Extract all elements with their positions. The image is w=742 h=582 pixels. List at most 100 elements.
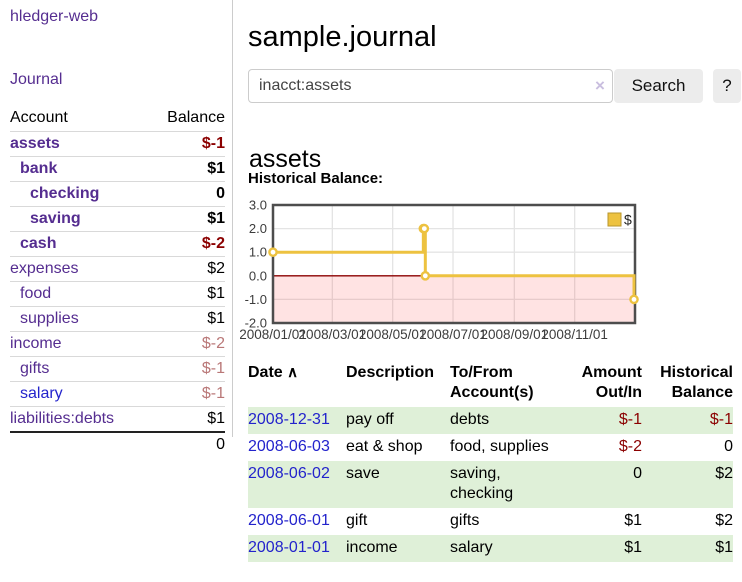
account-row: income $-2 [10,331,225,357]
register-header-amount: Amount Out/In [581,364,642,401]
account-balance: $2 [148,256,225,282]
account-row: bank $1 [10,156,225,182]
transaction-date-link[interactable]: 2008-12-31 [248,411,330,428]
register-row: 2008-06-03 eat & shop food, supplies $-2 0 [248,434,733,461]
legend-label: $ [624,212,632,228]
account-link[interactable]: salary [20,385,63,402]
account-link[interactable]: supplies [20,310,79,327]
transaction-amount: $-2 [618,438,642,455]
account-link[interactable]: bank [20,160,58,177]
transaction-description: eat & shop [346,438,423,455]
account-link[interactable]: liabilities:debts [10,410,115,427]
x-axis-tick-label: 2008/03/01 [299,327,367,342]
data-point-marker [420,271,431,281]
chart-title: Historical Balance: [248,170,384,187]
register-header-date[interactable]: Date ∧ [248,364,299,381]
transaction-accounts: saving, checking [450,461,550,508]
account-row: supplies $1 [10,306,225,332]
account-link[interactable]: food [20,285,52,302]
sort-ascending-icon: ∧ [287,364,299,381]
x-axis-tick-label: 2008/01/01 [240,327,307,342]
transaction-amount: $1 [550,535,642,562]
account-balance: $-2 [148,331,225,357]
register-table-body: 2008-12-31 pay off debts $-1 $-1 2008-06-03 ea… [248,407,733,562]
account-balance: $1 [148,406,225,432]
y-axis-tick-label: 2.0 [249,221,267,236]
register-table: Date ∧ Description To/From Account(s) Am… [248,361,733,562]
account-balance: $1 [148,306,225,332]
account-link[interactable]: cash [20,235,57,252]
transaction-balance: $2 [642,461,733,508]
register-row: 2008-06-01 gift gifts $1 $2 [248,508,733,535]
account-balance: $1 [148,206,225,232]
data-point-marker [629,294,639,305]
search-button[interactable]: Search [614,69,703,103]
help-button[interactable]: ? [713,69,741,103]
account-link[interactable]: checking [30,185,100,202]
account-row: gifts $-1 [10,356,225,382]
accounts-table-body: assets $-1 bank $1 checking 0 saving $1 cash $-2 e… [10,131,225,457]
legend-swatch-icon [607,212,622,227]
transaction-date-link[interactable]: 2008-06-03 [248,438,330,455]
x-axis-tick-label: 2008/05/01 [359,327,427,342]
register-header-description: Description [346,364,435,381]
account-row: cash $-2 [10,231,225,257]
accounts-header-row: Account Balance [10,106,225,132]
transaction-amount: $-1 [550,407,642,434]
transaction-description: save [346,461,450,508]
historical-balance-chart: 3.0 2.0 1.0 0.0 -1.0 -2.02008/01/012008/03/01… [240,198,639,342]
y-axis-tick-label: 1.0 [249,245,267,260]
account-link[interactable]: income [10,335,62,352]
register-row: 2008-01-01 income salary $1 $1 [248,535,733,562]
account-row: food $1 [10,281,225,307]
account-link[interactable]: gifts [20,360,50,377]
account-link[interactable]: assets [10,135,60,152]
account-balance: $1 [148,281,225,307]
transaction-amount: 0 [550,461,642,508]
account-row: checking 0 [10,181,225,207]
transaction-balance: $-1 [642,407,733,434]
transaction-accounts: food, supplies [450,438,549,455]
y-axis-tick-label: -1.0 [245,292,267,307]
account-balance: $-1 [148,381,225,407]
x-axis-tick-label: 2008/09/01 [481,327,549,342]
register-row: 2008-12-31 pay off debts $-1 $-1 [248,407,733,434]
accounts-header-balance: Balance [167,109,225,126]
y-axis-tick-label: 3.0 [249,198,267,213]
register-header-accounts: To/From Account(s) [450,364,534,401]
transaction-date-link[interactable]: 2008-01-01 [248,539,330,556]
account-row: assets $-1 [10,131,225,157]
data-point-marker [268,247,278,258]
transaction-balance: $2 [715,512,733,529]
transaction-description: gift [346,512,368,529]
account-link[interactable]: saving [30,210,81,227]
transaction-accounts: debts [450,407,550,434]
account-row: saving $1 [10,206,225,232]
y-axis-tick-label: 0.0 [249,268,267,283]
x-axis-tick-label: 2008/11/01 [541,327,608,342]
register-row: 2008-06-02 save saving, checking 0 $2 [248,461,733,508]
account-balance: $-2 [148,231,225,257]
register-header-balance: Historical Balance [660,364,733,401]
account-row: liabilities:debts $1 [10,406,225,432]
account-balance: $-1 [148,131,225,157]
transaction-balance: 0 [724,438,733,455]
search-input[interactable] [248,69,613,103]
sidebar: hledger-web Journal Account Balance asse… [0,0,233,457]
data-point-marker [419,223,430,234]
clear-search-icon[interactable]: × [595,76,605,95]
account-balance: $-1 [148,356,225,382]
register-header-row: Date ∧ Description To/From Account(s) Am… [248,361,733,407]
transaction-accounts: salary [450,535,550,562]
transaction-description: pay off [346,407,450,434]
account-heading: assets [249,144,322,173]
account-row: salary $-1 [10,381,225,407]
app-title-link[interactable]: hledger-web [10,8,99,25]
account-link[interactable]: expenses [10,260,79,277]
y-axis-tick-label: -2.0 [245,316,267,331]
accounts-header-account: Account [10,109,68,126]
transaction-date-link[interactable]: 2008-06-02 [248,465,330,482]
transaction-date-link[interactable]: 2008-06-01 [248,512,330,529]
transaction-description: income [346,535,450,562]
sidebar-item-journal[interactable]: Journal [10,71,63,88]
